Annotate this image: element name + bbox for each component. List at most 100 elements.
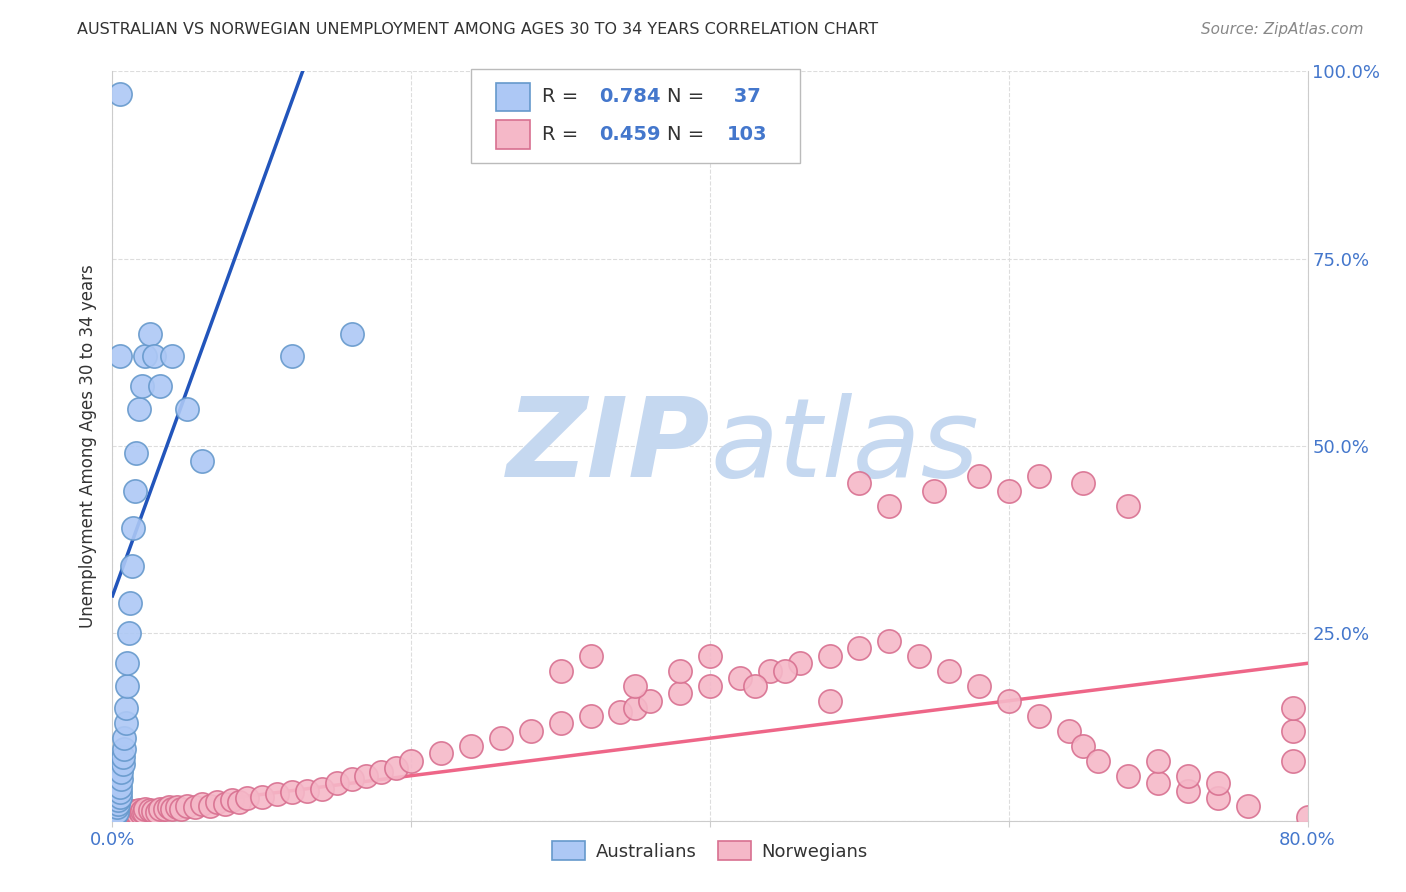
Text: 37: 37	[727, 87, 761, 106]
Point	[1073, 739, 1095, 753]
Point	[139, 326, 162, 341]
Point	[550, 716, 572, 731]
Point	[142, 804, 165, 818]
Point	[520, 723, 543, 738]
Point	[191, 797, 214, 812]
Point	[848, 476, 870, 491]
Point	[183, 800, 205, 814]
Point	[1206, 776, 1229, 790]
Point	[120, 596, 142, 610]
Point	[125, 446, 148, 460]
Point	[114, 742, 135, 756]
Point	[117, 679, 139, 693]
Point	[162, 349, 183, 363]
Point	[170, 802, 193, 816]
Point	[111, 757, 134, 772]
Point	[1177, 769, 1199, 783]
Point	[124, 483, 146, 498]
Text: R =: R =	[541, 125, 583, 144]
Point	[191, 454, 214, 468]
Point	[121, 806, 143, 821]
Point	[108, 780, 131, 794]
Point	[221, 792, 243, 806]
Text: N =: N =	[666, 87, 710, 106]
Point	[1073, 476, 1095, 491]
Point	[115, 701, 138, 715]
Point	[108, 806, 131, 821]
Text: 0.459: 0.459	[599, 125, 661, 144]
Point	[105, 800, 128, 814]
Point	[250, 789, 273, 804]
Point	[370, 764, 392, 779]
Point	[728, 671, 751, 685]
Point	[157, 800, 180, 814]
Point	[967, 679, 990, 693]
Point	[1087, 754, 1109, 768]
Point	[117, 806, 139, 821]
Point	[149, 379, 172, 393]
Point	[125, 805, 148, 819]
Point	[624, 679, 647, 693]
Point	[120, 805, 142, 820]
Point	[134, 802, 156, 816]
Point	[938, 664, 960, 678]
Point	[385, 761, 408, 775]
Point	[121, 558, 143, 573]
Point	[1237, 798, 1260, 813]
Point	[118, 807, 141, 822]
Point	[228, 795, 250, 809]
Point	[132, 805, 155, 820]
Point	[117, 657, 139, 671]
Point	[176, 798, 198, 813]
Point	[967, 469, 990, 483]
Point	[114, 731, 135, 746]
Point	[818, 648, 841, 663]
Point	[325, 776, 347, 790]
Point	[908, 648, 931, 663]
Legend: Australians, Norwegians: Australians, Norwegians	[546, 834, 875, 868]
Point	[1057, 723, 1080, 738]
Point	[214, 797, 236, 812]
Point	[1281, 754, 1303, 768]
Point	[669, 664, 692, 678]
Point	[489, 731, 512, 746]
Point	[1296, 810, 1319, 824]
Point	[122, 804, 145, 818]
Point	[879, 499, 901, 513]
Point	[1281, 723, 1303, 738]
Point	[356, 769, 378, 783]
Point	[699, 679, 721, 693]
Point	[108, 349, 131, 363]
Point	[1206, 791, 1229, 805]
Text: AUSTRALIAN VS NORWEGIAN UNEMPLOYMENT AMONG AGES 30 TO 34 YEARS CORRELATION CHART: AUSTRALIAN VS NORWEGIAN UNEMPLOYMENT AMO…	[77, 22, 879, 37]
Point	[127, 806, 149, 821]
Point	[789, 657, 811, 671]
Point	[759, 664, 782, 678]
Point	[104, 810, 127, 824]
Point	[998, 483, 1021, 498]
Point	[1118, 499, 1140, 513]
Point	[1177, 783, 1199, 797]
Point	[1147, 754, 1170, 768]
Text: R =: R =	[541, 87, 583, 106]
Point	[401, 754, 423, 768]
Point	[107, 797, 129, 812]
Point	[879, 633, 901, 648]
Point	[848, 641, 870, 656]
Text: N =: N =	[666, 125, 710, 144]
Point	[1147, 776, 1170, 790]
Point	[340, 326, 363, 341]
Point	[122, 521, 145, 535]
FancyBboxPatch shape	[471, 69, 800, 162]
Point	[114, 807, 135, 822]
Text: ZIP: ZIP	[506, 392, 710, 500]
Point	[609, 705, 631, 719]
Point	[153, 802, 176, 816]
Point	[108, 87, 131, 101]
Point	[107, 792, 129, 806]
Text: Source: ZipAtlas.com: Source: ZipAtlas.com	[1201, 22, 1364, 37]
Point	[128, 401, 150, 416]
Point	[205, 795, 228, 809]
Point	[115, 716, 138, 731]
Point	[744, 679, 766, 693]
